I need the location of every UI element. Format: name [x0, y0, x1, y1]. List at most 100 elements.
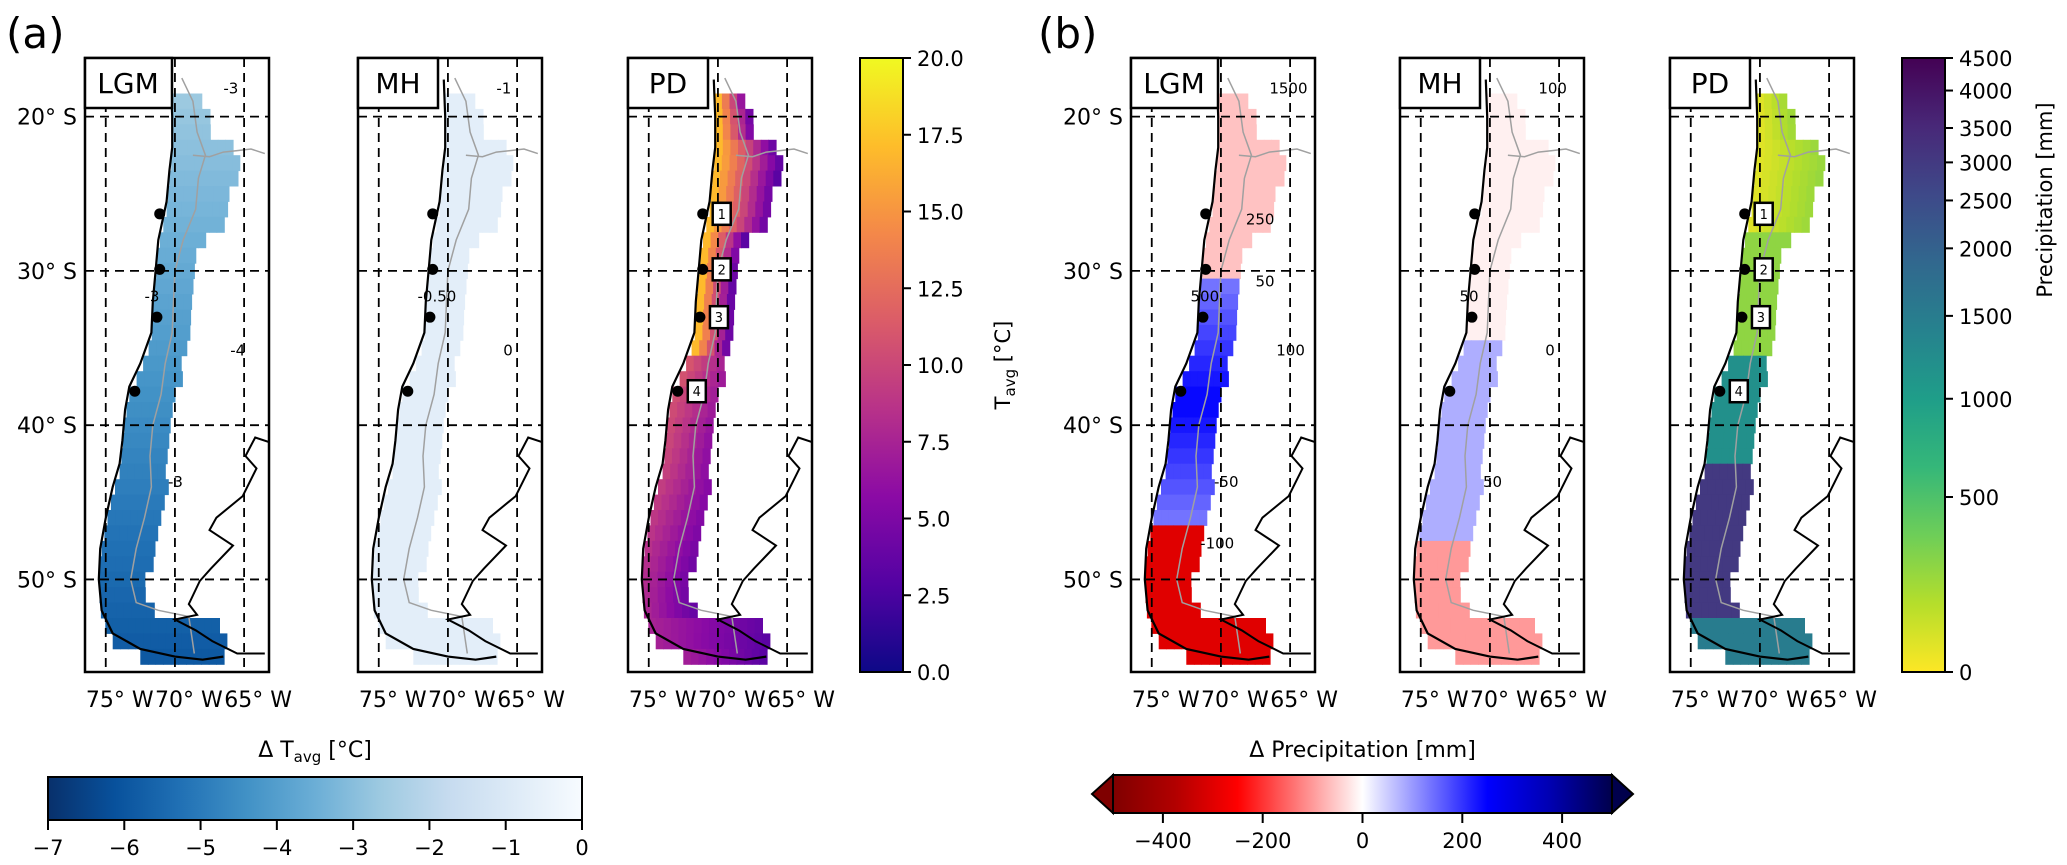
field-cell [1173, 633, 1183, 650]
field-cell [1754, 170, 1763, 187]
field-cell [124, 540, 133, 557]
map-a-lgm: -3 -3 -4 -3 LGM 75° W 70° W 65° W 20° S 30° S 40° … [17, 56, 292, 713]
field-cell [446, 355, 455, 372]
field-cell [688, 479, 697, 496]
field-cell [647, 525, 656, 542]
field-cell [677, 525, 686, 542]
field-cell [467, 93, 476, 110]
field-cell [1176, 510, 1185, 526]
field-cell [1219, 618, 1228, 634]
field-cell [403, 432, 412, 449]
field-cell [435, 278, 444, 295]
field-cell [1466, 448, 1476, 465]
field-cell [1173, 525, 1182, 542]
field-cell [1482, 309, 1491, 326]
field-cell [1718, 494, 1727, 511]
field-cell [754, 618, 763, 634]
field-cell [204, 618, 213, 634]
field-cell [176, 294, 185, 310]
field-cell [1245, 170, 1254, 187]
field-cell [1215, 170, 1224, 187]
field-cell [380, 587, 389, 604]
field-cell [178, 155, 187, 172]
station-marker [1444, 385, 1456, 397]
field-cell [423, 618, 433, 634]
field-cell [1154, 602, 1163, 619]
field-cell [179, 340, 188, 357]
field-cell [177, 170, 186, 187]
field-cell [1729, 448, 1738, 465]
field-cell [107, 587, 116, 604]
field-cell [1489, 201, 1498, 218]
field-cell [652, 540, 661, 557]
field-cell [1511, 618, 1520, 634]
field-cell [1454, 417, 1463, 434]
field-cell [1792, 170, 1801, 187]
field-cell [1787, 124, 1796, 141]
field-cell [1424, 540, 1433, 557]
field-cell [418, 479, 427, 496]
field-cell [1223, 278, 1232, 295]
field-cell [1760, 232, 1769, 249]
field-cell [112, 525, 121, 542]
field-cell [1211, 633, 1221, 650]
field-cell [396, 602, 405, 619]
field-cell [1492, 170, 1501, 187]
field-cell [412, 417, 421, 434]
field-cell [119, 463, 128, 480]
colorbar-tick-label: −200 [1234, 829, 1292, 853]
field-cell [739, 633, 748, 650]
station-label-box [711, 201, 732, 227]
field-cell [723, 247, 732, 264]
field-cell [1475, 232, 1484, 249]
field-cell [178, 216, 187, 233]
field-cell [1232, 648, 1241, 665]
field-cell [1705, 618, 1714, 634]
field-cell [1514, 170, 1523, 187]
field-cell [1721, 386, 1731, 403]
lon-tick-label: 75° W [1132, 688, 1200, 713]
field-cell [1199, 510, 1208, 526]
field-cell [1437, 587, 1446, 604]
field-cell [1456, 494, 1465, 511]
field-cell [1531, 216, 1540, 233]
map-frame [1398, 56, 1586, 674]
field-cell [1697, 633, 1706, 650]
field-cell [128, 618, 137, 634]
field-cell [680, 571, 689, 588]
field-cell [1723, 432, 1732, 449]
field-cell [495, 170, 504, 187]
field-cell [1170, 417, 1179, 434]
field-cell [123, 432, 132, 449]
field-cell [702, 324, 711, 341]
field-cell [765, 170, 774, 187]
field-cell [182, 324, 191, 341]
field-cell [1179, 494, 1188, 511]
field-cell [1497, 309, 1507, 326]
field-cell [208, 648, 217, 665]
field-cell [186, 93, 195, 110]
colorbar-tick-label: −1 [490, 836, 521, 860]
field-cell [1736, 448, 1746, 465]
field-cell [1232, 93, 1241, 110]
field-cell [1496, 633, 1505, 650]
field-cell [1226, 247, 1235, 264]
field-cell [1465, 618, 1475, 634]
field-cell [1684, 556, 1694, 573]
lon-tick-label: 75° W [359, 688, 427, 713]
lon-tick-label: 70° W [1740, 688, 1808, 713]
field-cell [1484, 170, 1493, 187]
field-cell [1487, 139, 1496, 156]
field-cell [1452, 556, 1462, 573]
field-cell [225, 139, 234, 156]
field-cell [152, 386, 161, 403]
field-cell [673, 510, 682, 526]
field-cell [130, 432, 139, 449]
field-cell [474, 155, 483, 172]
field-cell [463, 232, 472, 249]
field-cell [182, 232, 191, 249]
field-cell [1425, 494, 1435, 511]
field-cell [394, 448, 403, 465]
field-cell [1707, 510, 1716, 526]
